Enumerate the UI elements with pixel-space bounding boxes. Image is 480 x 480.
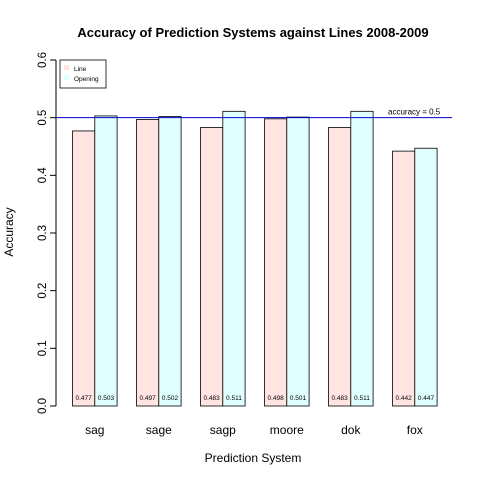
y-axis: 0.0 0.1 0.2 0.3 0.4 0.5 0.6	[37, 52, 56, 414]
bar-value-label: 0.477	[76, 395, 93, 402]
category-label-sag: sag	[85, 423, 104, 437]
bar-sag-opening	[95, 116, 117, 406]
bar-value-label: 0.503	[98, 395, 115, 402]
legend: Line Opening	[60, 60, 106, 88]
bar-sag-line	[73, 131, 95, 406]
y-tick-label: 0.4	[37, 167, 49, 184]
bar-value-label: 0.442	[396, 395, 413, 402]
bar-sage-line	[137, 119, 159, 406]
bar-value-label: 0.502	[162, 395, 179, 402]
legend-label-opening: Opening	[74, 76, 99, 83]
legend-label-line: Line	[74, 66, 87, 73]
bar-value-label: 0.483	[332, 395, 349, 402]
bar-fox-opening	[415, 148, 437, 406]
chart-title: Accuracy of Prediction Systems against L…	[77, 25, 428, 40]
y-tick-label: 0.1	[37, 340, 49, 356]
category-label-moore: moore	[270, 423, 304, 437]
bar-moore-line	[265, 119, 287, 406]
bar-sagp-opening	[223, 111, 245, 406]
y-tick-label: 0.2	[37, 283, 49, 299]
legend-box	[60, 60, 106, 88]
bar-value-label: 0.511	[226, 395, 242, 402]
legend-swatch-line	[64, 65, 69, 70]
y-tick-label: 0.6	[37, 52, 49, 68]
bar-moore-opening	[287, 117, 309, 406]
category-label-fox: fox	[407, 423, 423, 437]
bar-fox-line	[393, 151, 415, 406]
legend-swatch-opening	[64, 75, 69, 80]
y-tick-label: 0.3	[37, 225, 49, 241]
bar-dok-line	[329, 127, 351, 406]
bar-sage-opening	[159, 117, 181, 406]
bar-value-label: 0.497	[140, 395, 157, 402]
y-tick-label: 0.0	[37, 398, 49, 414]
bar-value-labels: 0.477 0.503 0.497 0.502 0.483 0.511 0.498 0.501…	[76, 395, 435, 402]
bar-value-label: 0.501	[290, 395, 307, 402]
bar-value-label: 0.447	[418, 395, 435, 402]
reference-line-label: accuracy = 0.5	[388, 108, 441, 117]
bars	[73, 111, 438, 406]
bar-value-label: 0.483	[204, 395, 221, 402]
bar-dok-opening	[351, 111, 373, 406]
category-label-sagp: sagp	[210, 423, 236, 437]
y-axis-title: Accuracy	[2, 207, 16, 256]
category-label-dok: dok	[341, 423, 361, 437]
category-label-sage: sage	[146, 423, 172, 437]
x-axis-title: Prediction System	[205, 451, 302, 465]
bar-sagp-line	[201, 127, 223, 406]
bar-value-label: 0.511	[354, 395, 370, 402]
bar-value-label: 0.498	[268, 395, 285, 402]
category-labels: sag sage sagp moore dok fox	[85, 423, 423, 437]
y-tick-label: 0.5	[37, 110, 49, 126]
